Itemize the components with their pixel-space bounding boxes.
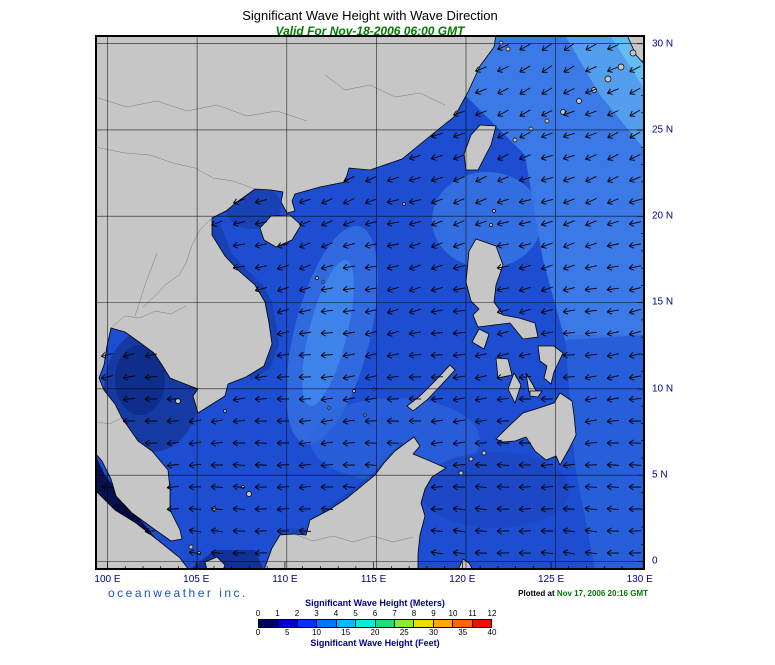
legend-tick: 8 (411, 609, 417, 618)
plotted-timestamp: Plotted at Nov 17, 2006 20:16 GMT (518, 589, 648, 598)
legend-tick: 9 (431, 609, 436, 618)
legend-tick: 40 (487, 628, 497, 637)
colorbar-cell (394, 620, 415, 627)
legend-tick: 10 (448, 609, 458, 618)
x-axis-label: 120 E (449, 574, 476, 585)
colorbar-cell (472, 620, 492, 627)
map-border (95, 35, 645, 570)
y-axis-label: 0 (652, 555, 658, 567)
colorbar-cell (453, 620, 473, 627)
y-axis-label: 15 N (652, 296, 674, 308)
x-axis-label: 130 E (626, 574, 653, 585)
graticule-grid (95, 35, 645, 570)
y-axis-label: 5 N (652, 469, 668, 481)
palawan-island (406, 364, 456, 412)
hainan-island (259, 214, 302, 248)
wave-direction-arrows (100, 43, 642, 557)
plotted-label: Plotted at (518, 589, 555, 598)
colorbar-cell (433, 620, 454, 627)
y-axis-label: 25 N (652, 124, 674, 136)
y-axis-label: 30 N (652, 38, 674, 50)
colorbar-cell (297, 620, 318, 627)
legend-tick: 15 (341, 628, 351, 637)
mindanao-island (495, 392, 577, 466)
colorbar (258, 619, 492, 628)
luzon-island (465, 238, 539, 340)
plotted-value: Nov 17, 2006 20:16 GMT (556, 589, 648, 598)
oceanweather-logo-text: oceanweather inc. (108, 586, 248, 600)
legend-tick: 10 (312, 628, 321, 637)
y-axis-label: 20 N (652, 210, 674, 222)
legend-tick: 7 (392, 609, 397, 618)
legend-tick: 25 (399, 628, 409, 637)
map (95, 35, 645, 570)
legend-tick: 6 (372, 609, 378, 618)
x-axis-label: 115 E (360, 574, 387, 585)
chart-header: Significant Wave Height with Wave Direct… (95, 8, 645, 38)
legend-tick: 5 (285, 628, 290, 637)
legend-tick: 4 (333, 609, 339, 618)
landmasses (95, 35, 645, 570)
country-borders (95, 74, 446, 543)
bohol-island (529, 390, 543, 398)
legend-tick: 35 (458, 628, 468, 637)
x-axis-label: 125 E (537, 574, 565, 585)
colorbar-cell (317, 620, 337, 627)
mainland-asia (95, 35, 497, 542)
samar-leyte-islands (537, 345, 564, 385)
colorbar-cell (259, 620, 279, 627)
wave-height-map (95, 35, 645, 570)
legend-tick: 2 (294, 609, 300, 618)
legend-tick: 11 (468, 609, 477, 618)
legend-tick: 30 (429, 628, 438, 637)
colorbar-cell (375, 620, 395, 627)
colorbar-cell (414, 620, 434, 627)
legend-feet-title: Significant Wave Height (Feet) (310, 638, 440, 648)
colorbar-cell (356, 620, 376, 627)
legend-tick: 3 (314, 609, 319, 618)
legend-tick: 12 (487, 609, 497, 618)
borneo-island (263, 436, 447, 570)
chart-valid-time: Valid For Nov-18-2006 06:00 GMT (275, 24, 465, 38)
legend-meters-title: Significant Wave Height (Meters) (305, 598, 445, 608)
legend-tick: 20 (370, 628, 380, 637)
kyushu-corner (626, 35, 645, 66)
legend-feet-ticks: 0 5 10 15 20 25 30 35 40 (255, 628, 497, 638)
legend-tick: 0 (255, 609, 261, 618)
legend-meters-ticks: 0 1 2 3 4 5 6 7 8 9 10 11 12 (255, 609, 497, 619)
colorbar-cell (336, 620, 357, 627)
x-axis-label: 100 E (94, 574, 121, 585)
sumatra-island (95, 489, 190, 570)
x-axis-label: 110 E (272, 574, 298, 585)
colorbar-cell (278, 620, 298, 627)
legend-tick: 1 (275, 609, 280, 618)
chart-title: Significant Wave Height with Wave Direct… (242, 8, 498, 23)
legend-tick: 5 (353, 609, 358, 618)
negros-island (507, 372, 522, 405)
legend-tick: 0 (255, 628, 261, 637)
mindoro-island (471, 328, 490, 350)
taiwan-island (463, 124, 497, 171)
x-axis-label: 105 E (183, 574, 210, 585)
panay-island (495, 357, 513, 379)
y-axis-label: 10 N (652, 383, 674, 395)
